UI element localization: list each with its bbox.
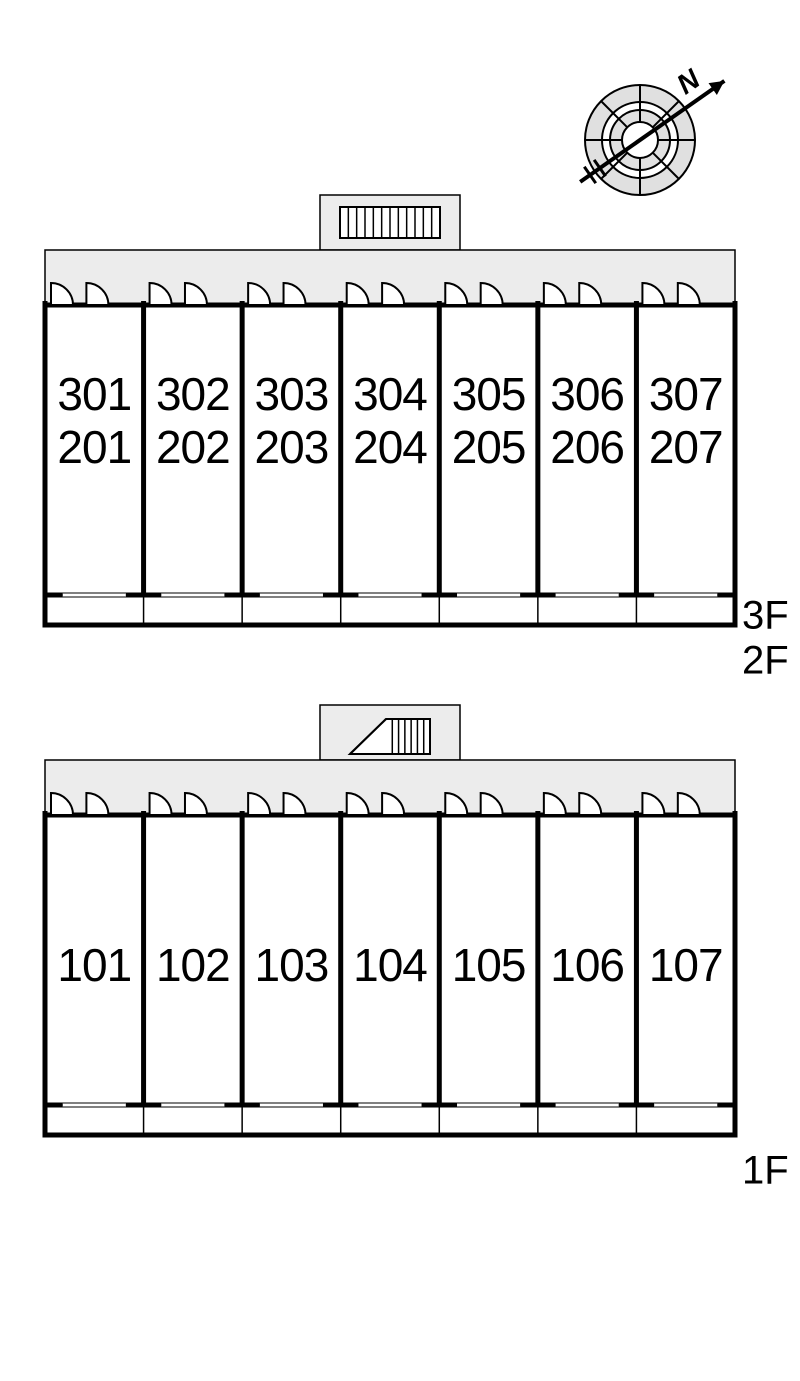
- room-number: 301: [57, 368, 131, 420]
- building-block-lower: 101 102 103 104 105 106 107 1F: [45, 705, 789, 1193]
- floor-label: 1F: [742, 1149, 789, 1193]
- floor-label: 2F: [742, 639, 789, 683]
- room-number: 207: [649, 421, 723, 473]
- room-number: 307: [649, 368, 723, 420]
- room-number: 305: [452, 368, 526, 420]
- room-number: 306: [550, 368, 624, 420]
- room-number: 107: [649, 939, 723, 991]
- room-number: 106: [550, 939, 624, 991]
- room-number: 105: [452, 939, 526, 991]
- room-number: 202: [156, 421, 230, 473]
- building-block-upper: 3012013022023032033042043052053062063072…: [45, 195, 789, 683]
- room-number: 201: [57, 421, 131, 473]
- room-number: 302: [156, 368, 230, 420]
- room-number: 205: [452, 421, 526, 473]
- room-number: 203: [255, 421, 329, 473]
- room-number: 102: [156, 939, 230, 991]
- room-number: 206: [550, 421, 624, 473]
- room-number: 103: [255, 939, 329, 991]
- room-number: 304: [353, 368, 427, 420]
- room-number: 104: [353, 939, 427, 991]
- floor-plan-svg: N301201302202303203304204305205306206307…: [0, 0, 800, 1381]
- room-number: 101: [57, 939, 131, 991]
- floor-label: 3F: [742, 594, 789, 638]
- room-number: 204: [353, 421, 427, 473]
- room-number: 303: [255, 368, 329, 420]
